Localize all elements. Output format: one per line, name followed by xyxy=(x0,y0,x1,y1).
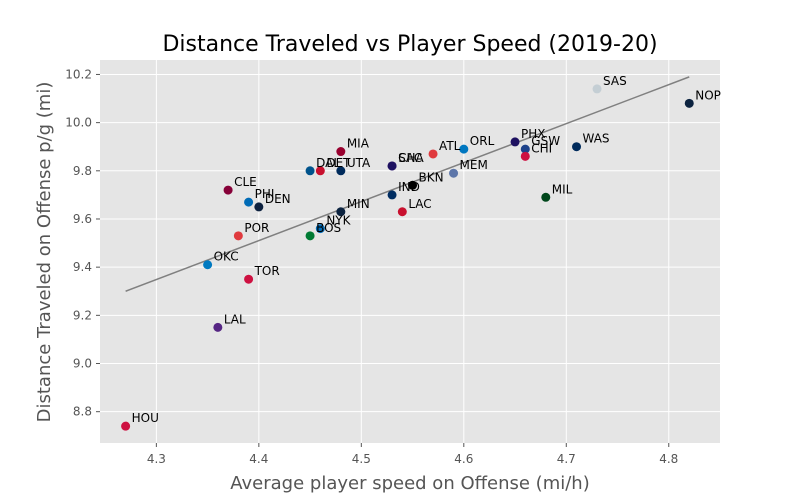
y-axis-label: Distance Traveled on Offense p/g (mi) xyxy=(34,82,55,423)
point-label-uta: UTA xyxy=(347,156,371,170)
data-point-atl xyxy=(428,149,438,159)
grid-lines xyxy=(100,60,720,443)
data-point-was xyxy=(572,142,582,152)
y-tick-label: 8.8 xyxy=(73,405,92,419)
data-point-mem xyxy=(449,168,459,178)
y-tick-label: 10.2 xyxy=(65,67,92,81)
point-label-mem: MEM xyxy=(460,158,488,172)
data-point-por xyxy=(233,231,243,241)
point-label-mia: MIA xyxy=(347,137,370,151)
point-label-chi: CHI xyxy=(531,141,552,155)
data-point-lac xyxy=(397,207,407,217)
data-point-phx xyxy=(510,137,520,147)
data-point-mia xyxy=(336,147,346,157)
data-point-lal xyxy=(213,322,223,332)
point-label-sas: SAS xyxy=(603,74,627,88)
data-point-chi xyxy=(520,151,530,161)
point-label-ind: IND xyxy=(398,180,420,194)
data-point-cha xyxy=(387,161,397,171)
point-label-nyk: NYK xyxy=(326,214,351,228)
y-tick-label: 10.0 xyxy=(65,116,92,130)
point-label-dal: DAL xyxy=(316,156,340,170)
point-label-okc: OKC xyxy=(214,250,239,264)
y-tick-label: 9.8 xyxy=(73,164,92,178)
point-label-bos: BOS xyxy=(316,221,341,235)
data-point-bkn xyxy=(408,180,418,190)
data-point-bos xyxy=(305,231,315,241)
x-tick-label: 4.4 xyxy=(249,452,268,466)
data-point-sas xyxy=(592,84,602,94)
point-label-min: MIN xyxy=(347,197,370,211)
data-point-den xyxy=(254,202,264,212)
point-label-cha: CHA xyxy=(398,151,424,165)
point-label-bkn: BKN xyxy=(419,170,444,184)
point-label-mil: MIL xyxy=(552,182,573,196)
y-tick-label: 9.0 xyxy=(73,357,92,371)
point-label-lac: LAC xyxy=(408,197,431,211)
point-label-lal: LAL xyxy=(224,312,246,326)
data-point-mil xyxy=(541,192,551,202)
point-label-phx: PHX xyxy=(521,127,545,141)
y-tick-label: 9.6 xyxy=(73,212,92,226)
x-tick-label: 4.8 xyxy=(659,452,678,466)
data-point-okc xyxy=(203,260,213,270)
point-label-hou: HOU xyxy=(132,411,159,425)
x-tick-label: 4.5 xyxy=(352,452,371,466)
point-label-por: POR xyxy=(244,221,269,235)
data-point-hou xyxy=(121,421,131,431)
x-tick-label: 4.3 xyxy=(147,452,166,466)
data-point-cle xyxy=(223,185,233,195)
point-label-gsw: GSW xyxy=(531,134,560,148)
data-point-orl xyxy=(459,144,469,154)
point-label-was: WAS xyxy=(583,132,610,146)
data-point-phi xyxy=(244,197,254,207)
data-point-tor xyxy=(244,274,254,284)
data-point-min xyxy=(336,207,346,217)
point-label-nop: NOP xyxy=(695,88,721,102)
data-point-gsw xyxy=(520,144,530,154)
data-point-dal xyxy=(305,166,315,176)
trend-line-group xyxy=(125,76,690,292)
y-tick-label: 9.4 xyxy=(73,260,92,274)
point-label-sac: SAC xyxy=(398,151,422,165)
data-point-uta xyxy=(336,166,346,176)
data-point-ind xyxy=(387,190,397,200)
point-label-phi: PHI xyxy=(255,187,275,201)
x-axis-label: Average player speed on Offense (mi/h) xyxy=(230,473,589,494)
trend-line xyxy=(125,76,690,292)
point-label-cle: CLE xyxy=(234,175,257,189)
point-label-det: DET xyxy=(326,156,351,170)
y-tick-label: 9.2 xyxy=(73,308,92,322)
x-tick-label: 4.6 xyxy=(454,452,473,466)
x-tick-label: 4.7 xyxy=(557,452,576,466)
chart-title: Distance Traveled vs Player Speed (2019-… xyxy=(162,32,657,57)
plot-area xyxy=(100,60,720,443)
data-point-nop xyxy=(684,98,694,108)
point-label-tor: TOR xyxy=(254,264,280,278)
point-label-atl: ATL xyxy=(439,139,461,153)
data-point-nyk xyxy=(315,224,325,234)
data-points xyxy=(121,84,694,431)
axis-ticks: 4.3 4.4 4.5 4.6 4.7 4.8 8.8 9.0 9.2 9.4 9.6 9.8 10.0… xyxy=(65,67,678,466)
point-label-den: DEN xyxy=(265,192,291,206)
data-point-det xyxy=(315,166,325,176)
point-label-orl: ORL xyxy=(470,134,495,148)
